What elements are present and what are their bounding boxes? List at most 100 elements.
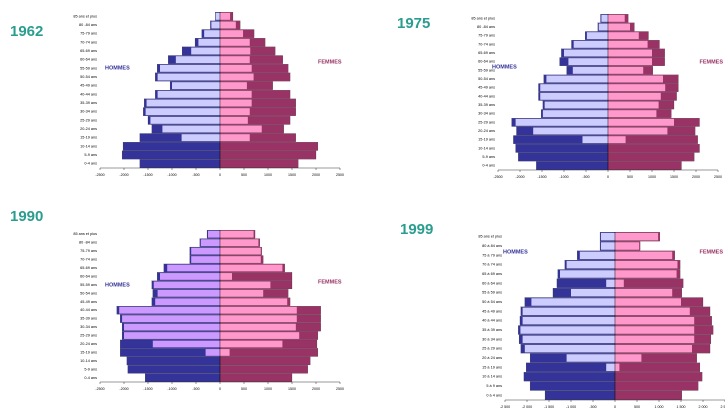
- x-tick-label: 2000: [312, 173, 320, 177]
- bar: [614, 381, 699, 391]
- x-tick-label: 1500: [288, 173, 296, 177]
- y-tick-label: 10 à 14 ans: [482, 375, 502, 379]
- bar: [608, 118, 674, 126]
- bar: [515, 144, 609, 153]
- y-tick-label: 80 à 84 ans: [482, 244, 502, 248]
- y-tick-label: 65-69 ans: [80, 49, 97, 53]
- y-tick-label: 50-54 ans: [80, 75, 97, 79]
- bar: [220, 21, 236, 29]
- bar: [191, 47, 220, 55]
- x-tick-label: 0: [219, 173, 221, 177]
- x-tick-label: -1 500: [544, 405, 554, 409]
- bar: [607, 152, 695, 162]
- x-tick-label: -2000: [119, 387, 128, 391]
- x-tick-label: -1000: [167, 173, 176, 177]
- y-tick-label: 45-49 ans: [80, 300, 97, 304]
- x-tick-label: 2 000: [699, 405, 708, 409]
- x-tick-label: -2500: [493, 175, 502, 179]
- bar: [220, 56, 250, 64]
- y-tick-label: 75 à 79 ans: [482, 253, 502, 257]
- y-tick-label: 35-39 ans: [80, 101, 97, 105]
- bar: [220, 340, 283, 348]
- x-tick-label: -2 500: [500, 405, 510, 409]
- y-tick-label: 25-29 ans: [478, 120, 495, 124]
- bar: [566, 354, 615, 362]
- bar: [220, 90, 252, 98]
- bar: [219, 348, 319, 357]
- y-tick-label: 40-44 ans: [478, 94, 495, 98]
- bar: [615, 298, 681, 306]
- bar: [564, 49, 608, 57]
- bar: [533, 127, 608, 135]
- bar: [615, 354, 642, 362]
- bar: [220, 306, 297, 314]
- bar: [215, 12, 220, 20]
- y-tick-label: 35 à 39 ans: [482, 328, 502, 332]
- bar: [145, 108, 220, 116]
- bar: [573, 40, 608, 48]
- bar: [608, 40, 648, 48]
- bar: [220, 230, 254, 238]
- bar: [586, 32, 608, 40]
- bar: [544, 101, 608, 109]
- bar: [608, 101, 659, 109]
- bar: [608, 136, 626, 144]
- y-tick-label: 40 à 44 ans: [482, 319, 502, 323]
- bar: [220, 116, 248, 124]
- bar: [153, 281, 220, 289]
- y-tick-label: 75-79 ans: [478, 34, 495, 38]
- bar: [152, 340, 220, 348]
- bar: [145, 373, 221, 382]
- bar: [220, 38, 250, 46]
- bar: [540, 84, 608, 92]
- y-tick-label: 85 ans et plus: [73, 232, 97, 236]
- y-tick-label: 10-14 ans: [80, 144, 97, 148]
- x-tick-label: 2000: [692, 175, 700, 179]
- men-label: HOMMES: [105, 282, 130, 288]
- bar: [522, 335, 615, 344]
- y-tick-label: 10-14 ans: [80, 359, 97, 363]
- bar: [175, 56, 220, 64]
- y-tick-label: 15-19 ans: [80, 350, 97, 354]
- y-tick-label: 30-34 ans: [80, 325, 97, 329]
- bar: [220, 349, 230, 356]
- y-tick-label: 45-49 ans: [80, 84, 97, 88]
- x-tick-label: 500: [634, 405, 640, 409]
- x-tick-label: -500: [192, 387, 199, 391]
- bar: [122, 142, 221, 151]
- bar: [211, 21, 220, 29]
- bar: [126, 356, 221, 366]
- bar: [139, 159, 221, 168]
- x-tick-label: 2500: [714, 175, 722, 179]
- x-tick-label: 500: [627, 175, 633, 179]
- bar: [205, 349, 220, 356]
- y-tick-label: 20-24 ans: [80, 342, 97, 346]
- y-tick-label: 55-59 ans: [478, 68, 495, 72]
- bar: [127, 365, 221, 374]
- y-tick-label: 60-64 ans: [478, 60, 495, 64]
- y-tick-label: 70-74 ans: [80, 40, 97, 44]
- bar: [220, 12, 231, 20]
- x-tick-label: 2 500: [721, 405, 725, 409]
- x-tick-label: -1500: [143, 173, 152, 177]
- bar: [540, 92, 608, 100]
- y-tick-label: 30 à 34 ans: [482, 337, 502, 341]
- bar: [615, 335, 695, 344]
- y-tick-label: 80 -84 ans: [477, 25, 495, 29]
- bar: [146, 99, 220, 107]
- x-tick-label: -1500: [537, 175, 546, 179]
- y-tick-label: 0-4 ans: [482, 164, 495, 168]
- x-tick-label: 1500: [288, 387, 296, 391]
- bar: [572, 66, 608, 74]
- bar: [614, 372, 703, 382]
- bar: [220, 281, 271, 289]
- x-tick-label: 1000: [264, 173, 272, 177]
- y-tick-label: 50-54 ans: [80, 291, 97, 295]
- y-tick-label: 60-64 ans: [80, 274, 97, 278]
- bar: [157, 73, 220, 81]
- bar: [615, 260, 678, 269]
- bar: [522, 307, 615, 316]
- x-tick-label: 2500: [336, 173, 344, 177]
